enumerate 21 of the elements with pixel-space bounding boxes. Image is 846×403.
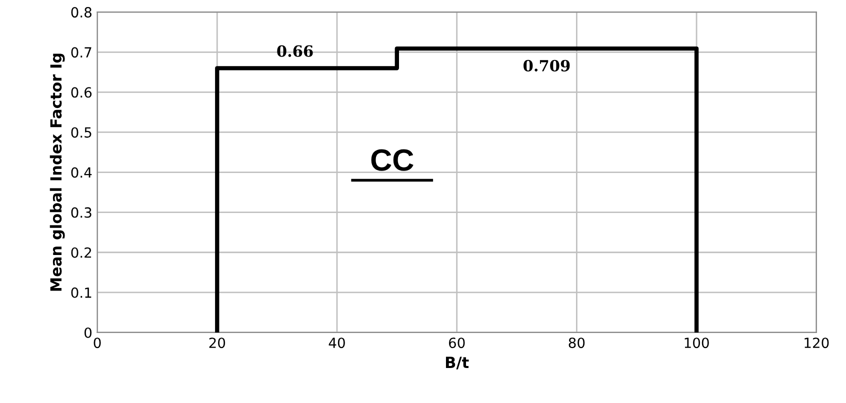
y-tick-label: 0.8 bbox=[71, 7, 92, 18]
y-tick-label: 0.5 bbox=[71, 127, 92, 138]
y-tick-label: 0.1 bbox=[71, 287, 92, 298]
x-tick-label: 100 bbox=[684, 338, 709, 348]
y-tick-label: 0.3 bbox=[71, 207, 92, 218]
annotation: 0.66 bbox=[277, 45, 313, 57]
x-tick-label: 20 bbox=[209, 338, 226, 348]
y-tick-label: 0.7 bbox=[71, 47, 92, 58]
y-tick-label: 0 bbox=[84, 327, 92, 338]
y-axis-title: Mean global Index Factor Ig bbox=[50, 54, 65, 291]
annotation: CC bbox=[371, 149, 414, 171]
x-tick-label: 0 bbox=[94, 338, 101, 348]
y-tick-label: 0.6 bbox=[71, 87, 92, 98]
x-tick-label: 120 bbox=[804, 338, 829, 348]
y-tick-label: 0.4 bbox=[71, 167, 92, 178]
x-tick-label: 80 bbox=[568, 338, 585, 348]
x-tick-label: 40 bbox=[328, 338, 345, 348]
x-tick-label: 60 bbox=[448, 338, 465, 348]
annotation: 0.709 bbox=[524, 60, 570, 72]
x-axis-title: B/t bbox=[446, 356, 469, 370]
y-tick-label: 0.2 bbox=[71, 247, 92, 258]
